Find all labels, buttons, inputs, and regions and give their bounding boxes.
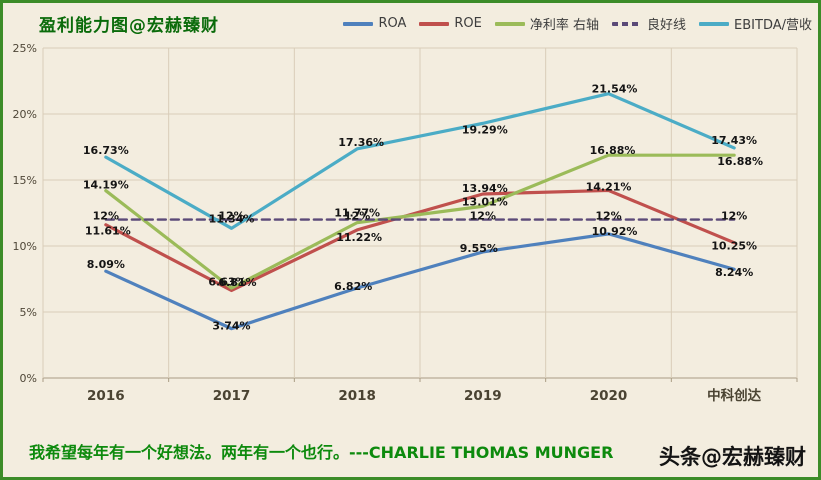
legend: ROA ROE 净利率 右轴 良好线 EBITDA/营收 xyxy=(343,14,812,33)
profitability-line-chart: 0% 5% 10% 15% 20% 25% 2016 2017 2018 2019 2020 中科创达… xyxy=(13,42,798,404)
series-line-2 xyxy=(104,153,736,290)
series-line-1 xyxy=(104,188,736,293)
data-label: 8.24% xyxy=(715,266,753,279)
data-label: 17.43% xyxy=(711,134,757,147)
y-axis-tick-label: 10% xyxy=(13,240,37,253)
data-label: 8.09% xyxy=(87,258,125,271)
data-label: 13.94% xyxy=(462,182,508,195)
series-line-4 xyxy=(104,92,736,230)
data-label: 6.63% xyxy=(208,275,246,288)
data-label: 12% xyxy=(721,210,747,223)
data-label: 16.88% xyxy=(590,144,636,157)
data-label: 13.01% xyxy=(462,195,508,208)
data-label: 11.22% xyxy=(336,231,382,244)
legend-line-marker xyxy=(419,21,450,26)
data-label: 12% xyxy=(218,210,244,223)
data-label: 11.77% xyxy=(334,207,380,220)
data-label: 16.73% xyxy=(83,144,129,157)
data-label: 6.81% xyxy=(218,276,256,289)
data-label: 21.54% xyxy=(592,83,638,96)
data-label: 6.82% xyxy=(334,280,372,293)
legend-item-2: 净利率 右轴 xyxy=(494,14,600,33)
y-axis-tick-label: 15% xyxy=(13,174,37,187)
data-label: 12% xyxy=(344,210,370,223)
series-line-0 xyxy=(104,232,736,331)
y-axis-tick-label: 25% xyxy=(13,42,37,55)
x-axis-category-label: 2019 xyxy=(464,388,502,404)
legend-label: 净利率 右轴 xyxy=(529,18,600,33)
data-label: 12% xyxy=(470,210,496,223)
watermark-text: 头条@宏赫臻财 xyxy=(659,445,806,469)
data-label: 19.29% xyxy=(462,123,508,136)
data-label: 10.92% xyxy=(592,225,638,238)
legend-item-0: ROA xyxy=(343,16,406,31)
legend-line-marker xyxy=(699,21,730,26)
data-label: 10.25% xyxy=(711,240,757,253)
data-label: 16.88% xyxy=(717,155,763,168)
x-axis-category-label: 2017 xyxy=(213,388,251,404)
legend-label: 良好线 xyxy=(647,18,687,33)
legend-line-marker xyxy=(612,21,643,26)
chart-title: 盈利能力图@宏赫臻财 xyxy=(39,16,219,36)
legend-line-marker xyxy=(343,21,374,26)
legend-label: ROE xyxy=(454,16,482,31)
data-label: 9.55% xyxy=(460,242,498,255)
legend-item-3: 良好线 xyxy=(612,14,686,33)
data-label: 14.21% xyxy=(586,180,632,193)
y-axis-tick-label: 5% xyxy=(20,306,37,319)
data-label: 11.34% xyxy=(209,212,255,225)
y-axis-tick-label: 20% xyxy=(13,108,37,121)
legend-item-1: ROE xyxy=(419,16,482,31)
legend-label: ROA xyxy=(378,16,407,31)
legend-item-4: EBITDA/营收 xyxy=(699,14,812,33)
data-label: 14.19% xyxy=(83,179,129,192)
data-label: 12% xyxy=(595,210,621,223)
x-axis-category-label: 2020 xyxy=(590,388,628,404)
data-label: 12% xyxy=(93,210,119,223)
legend-label: EBITDA/营收 xyxy=(734,18,812,33)
x-axis-category-label: 2018 xyxy=(338,388,376,404)
quote-text: 我希望每年有一个好想法。两年有一个也行。---CHARLIE THOMAS MU… xyxy=(29,443,614,462)
x-axis-category-label: 中科创达 xyxy=(707,387,761,404)
legend-line-marker xyxy=(494,21,525,26)
x-axis-category-label: 2016 xyxy=(87,388,125,404)
y-axis-tick-label: 0% xyxy=(20,372,37,385)
data-label: 17.36% xyxy=(338,136,384,149)
data-label: 3.74% xyxy=(212,320,250,333)
data-label: 11.61% xyxy=(85,225,131,238)
